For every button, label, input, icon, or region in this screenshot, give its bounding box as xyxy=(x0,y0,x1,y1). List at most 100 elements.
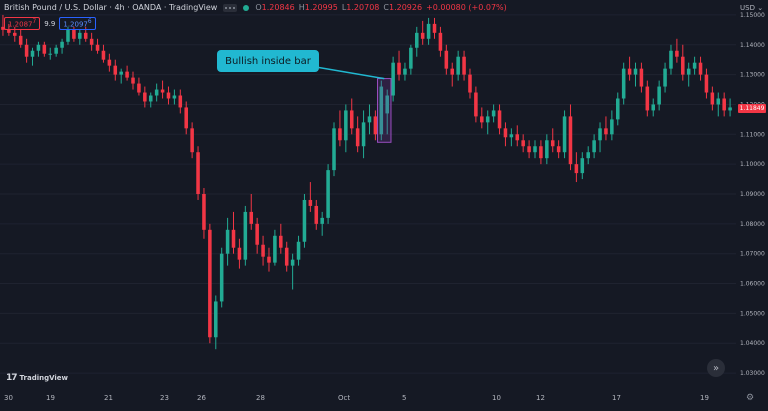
bearish-candle[interactable] xyxy=(18,35,23,45)
bullish-candle[interactable] xyxy=(78,32,82,39)
bullish-candle[interactable] xyxy=(326,170,330,218)
bearish-candle[interactable] xyxy=(279,235,283,248)
bearish-candle[interactable] xyxy=(178,95,183,108)
bullish-candle[interactable] xyxy=(320,217,324,224)
bearish-candle[interactable] xyxy=(13,32,17,36)
more-options-icon[interactable] xyxy=(223,3,238,12)
bearish-candle[interactable] xyxy=(645,86,650,111)
bearish-candle[interactable] xyxy=(89,38,94,45)
bearish-candle[interactable] xyxy=(704,74,709,93)
bearish-candle[interactable] xyxy=(698,62,703,75)
bearish-candle[interactable] xyxy=(568,116,573,165)
bearish-candle[interactable] xyxy=(166,92,171,99)
bearish-candle[interactable] xyxy=(131,77,135,84)
bullish-candle[interactable] xyxy=(214,301,218,338)
bearish-candle[interactable] xyxy=(249,211,254,224)
bullish-candle[interactable] xyxy=(533,146,537,153)
bullish-candle[interactable] xyxy=(219,253,224,302)
bullish-candle[interactable] xyxy=(686,68,691,75)
bearish-candle[interactable] xyxy=(474,92,478,117)
sell-button[interactable]: 1.20877 xyxy=(4,17,41,31)
bearish-candle[interactable] xyxy=(72,29,76,39)
price-axis[interactable]: 1.150001.140001.130001.120001.110001.100… xyxy=(736,0,768,388)
bearish-candle[interactable] xyxy=(7,29,11,33)
time-axis[interactable]: 30 19 21 23 26 28 Oct 5 10 12 17 19 xyxy=(0,388,736,407)
bullish-candle[interactable] xyxy=(657,86,661,105)
bearish-candle[interactable] xyxy=(137,83,141,93)
bullish-candle[interactable] xyxy=(385,95,389,114)
bearish-candle[interactable] xyxy=(338,128,342,141)
bullish-candle[interactable] xyxy=(692,62,697,69)
chart-area[interactable] xyxy=(0,0,736,388)
bullish-candle[interactable] xyxy=(598,128,602,141)
bearish-candle[interactable] xyxy=(604,128,608,135)
bearish-candle[interactable] xyxy=(627,68,632,75)
bullish-candle[interactable] xyxy=(243,211,248,260)
bullish-candle[interactable] xyxy=(663,68,667,87)
bearish-candle[interactable] xyxy=(143,92,147,102)
bearish-candle[interactable] xyxy=(450,68,455,75)
bearish-candle[interactable] xyxy=(468,74,472,93)
bullish-candle[interactable] xyxy=(426,23,431,39)
bearish-candle[interactable] xyxy=(480,116,484,123)
bearish-candle[interactable] xyxy=(438,32,443,51)
bullish-candle[interactable] xyxy=(509,134,514,138)
bullish-candle[interactable] xyxy=(651,104,656,111)
bearish-candle[interactable] xyxy=(42,44,47,54)
buy-button[interactable]: 1.20976 xyxy=(59,17,96,31)
bearish-candle[interactable] xyxy=(681,56,685,75)
bearish-candle[interactable] xyxy=(710,92,715,105)
bullish-candle[interactable] xyxy=(633,68,638,75)
bearish-candle[interactable] xyxy=(515,134,520,141)
bullish-candle[interactable] xyxy=(545,140,549,159)
bullish-candle[interactable] xyxy=(332,128,336,171)
bearish-candle[interactable] xyxy=(113,65,118,75)
bearish-candle[interactable] xyxy=(722,98,726,111)
bearish-candle[interactable] xyxy=(308,199,313,206)
bullish-candle[interactable] xyxy=(302,199,307,242)
bullish-candle[interactable] xyxy=(456,56,460,75)
bullish-candle[interactable] xyxy=(148,95,153,102)
bearish-candle[interactable] xyxy=(261,244,265,257)
bearish-candle[interactable] xyxy=(208,229,212,338)
symbol-title[interactable]: British Pound / U.S. Dollar · 4h · OANDA… xyxy=(4,3,218,12)
bearish-candle[interactable] xyxy=(444,50,449,69)
bearish-candle[interactable] xyxy=(373,116,378,135)
bearish-candle[interactable] xyxy=(550,140,555,147)
bullish-candle[interactable] xyxy=(290,259,295,266)
bearish-candle[interactable] xyxy=(314,205,319,224)
bullish-candle[interactable] xyxy=(391,62,395,96)
bearish-candle[interactable] xyxy=(184,107,188,129)
bullish-candle[interactable] xyxy=(491,110,496,117)
bearish-candle[interactable] xyxy=(237,247,242,260)
bullish-candle[interactable] xyxy=(586,152,590,159)
settings-gear-icon[interactable]: ⚙ xyxy=(746,393,755,403)
scroll-to-realtime-button[interactable]: » xyxy=(707,359,725,377)
bearish-candle[interactable] xyxy=(190,128,194,153)
bearish-candle[interactable] xyxy=(95,44,100,51)
bullish-candle[interactable] xyxy=(48,53,53,55)
bullish-candle[interactable] xyxy=(403,68,407,75)
bullish-candle[interactable] xyxy=(414,32,419,48)
bearish-candle[interactable] xyxy=(397,62,401,75)
bearish-candle[interactable] xyxy=(125,71,129,78)
bearish-candle[interactable] xyxy=(503,128,508,138)
tradingview-logo[interactable]: 17 TradingView xyxy=(6,373,68,383)
bearish-candle[interactable] xyxy=(101,50,106,60)
bearish-candle[interactable] xyxy=(527,146,531,153)
bullish-candle[interactable] xyxy=(580,158,585,174)
bullish-candle[interactable] xyxy=(30,50,35,57)
bullish-candle[interactable] xyxy=(409,47,413,69)
bearish-candle[interactable] xyxy=(24,44,29,57)
bearish-candle[interactable] xyxy=(284,247,289,266)
bearish-candle[interactable] xyxy=(432,23,437,33)
bullish-candle[interactable] xyxy=(66,29,70,42)
price-chart[interactable] xyxy=(0,0,736,388)
bullish-candle[interactable] xyxy=(669,50,673,69)
bearish-candle[interactable] xyxy=(521,140,525,147)
bullish-candle[interactable] xyxy=(621,68,626,99)
bullish-candle[interactable] xyxy=(296,241,301,260)
bearish-candle[interactable] xyxy=(675,50,679,57)
bullish-candle[interactable] xyxy=(225,229,230,254)
bullish-candle[interactable] xyxy=(172,95,177,99)
